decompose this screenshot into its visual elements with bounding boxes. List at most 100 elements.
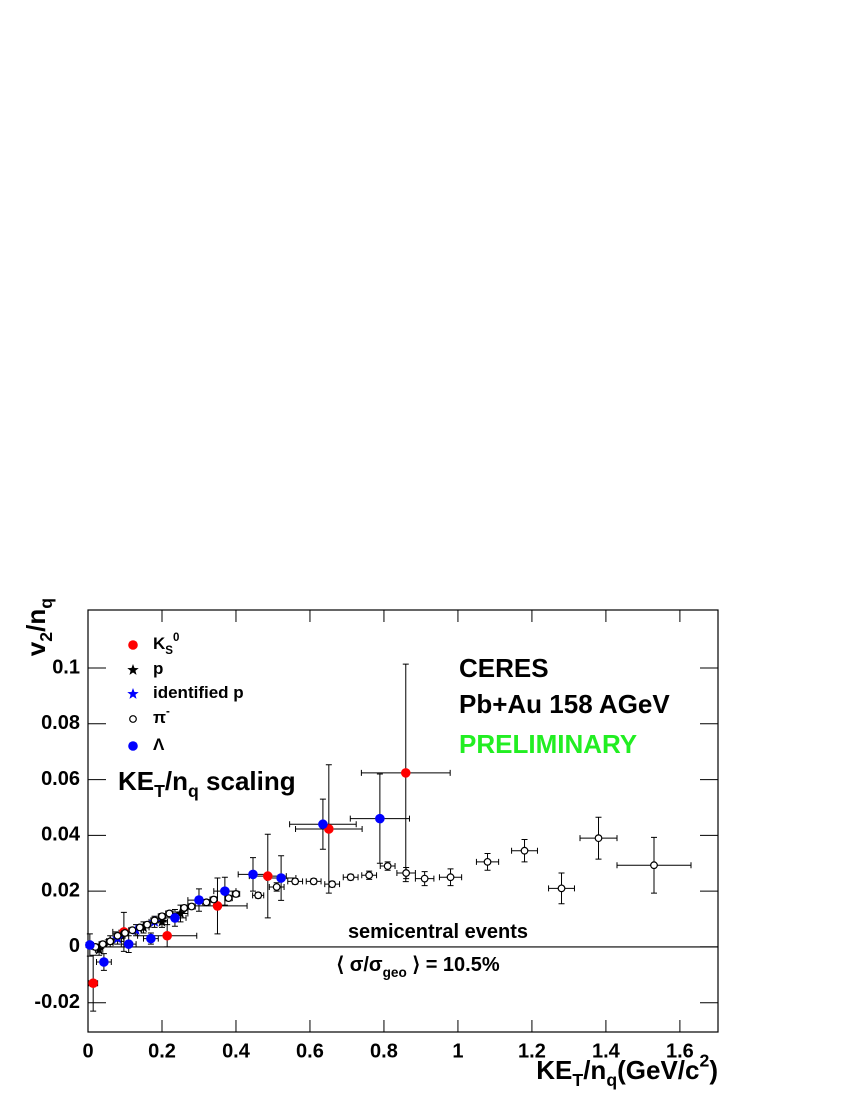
- marker-open: [365, 871, 374, 880]
- annotation-part: scaling: [199, 766, 296, 796]
- marker-circle: [248, 869, 258, 880]
- annotation: Pb+Au 158 AGeV: [459, 689, 670, 719]
- marker-open: [650, 861, 658, 870]
- annotation: PRELIMINARY: [459, 729, 637, 759]
- marker-star: [156, 915, 168, 927]
- x-axis-title-part: q: [606, 1070, 617, 1090]
- annotation-part: T: [154, 781, 165, 801]
- marker-open: [202, 898, 211, 907]
- legend-label: identified p: [153, 683, 244, 702]
- annotation-part: PRELIMINARY: [459, 729, 637, 759]
- legend-label-part: Λ: [153, 735, 165, 754]
- marker-open: [594, 834, 603, 843]
- x-tick-label: 0: [82, 1040, 93, 1062]
- annotation-part: semicentral events: [348, 921, 528, 943]
- y-tick-label: 0.08: [41, 712, 80, 734]
- marker-open: [483, 857, 492, 866]
- marker-star: [174, 907, 187, 919]
- legend-label-part: K: [153, 634, 166, 653]
- x-tick-label: 0.2: [148, 1040, 176, 1062]
- x-axis-title-part: 2: [699, 1050, 709, 1070]
- y-axis-title-part: q: [36, 598, 56, 609]
- marker-open: [272, 883, 281, 891]
- marker-circle: [88, 978, 98, 988]
- annotation-part: q: [188, 781, 199, 801]
- marker-open: [113, 931, 122, 940]
- y-tick-label: 0.06: [41, 768, 80, 790]
- legend-marker: [127, 664, 139, 675]
- x-axis-title-part: T: [572, 1070, 583, 1090]
- x-axis-title-part: KE: [536, 1055, 572, 1085]
- legend-label-part: identified p: [153, 683, 244, 702]
- annotation-part: /n: [165, 766, 188, 796]
- y-tick-label: 0.02: [41, 879, 80, 901]
- marker-circle: [375, 813, 385, 824]
- marker-open: [165, 909, 174, 918]
- annotation: semicentral events: [348, 921, 528, 943]
- x-tick-label: 0.6: [296, 1040, 324, 1062]
- marker-open: [158, 912, 166, 921]
- legend-label-part: 0: [173, 632, 179, 644]
- marker-circle: [146, 933, 156, 944]
- marker-circle: [123, 939, 134, 949]
- marker-open: [446, 873, 455, 882]
- marker-circle: [99, 957, 109, 967]
- annotation: CERES: [459, 653, 549, 683]
- marker-open: [106, 937, 115, 946]
- legend-label: p: [153, 659, 163, 678]
- marker-circle: [400, 768, 411, 778]
- annotation-part: ⟨ σ/σ: [336, 954, 383, 976]
- x-tick-label: 1.2: [518, 1040, 546, 1062]
- marker-circle: [220, 886, 230, 896]
- y-axis-title-part: v: [21, 641, 51, 656]
- x-tick-label: 1.6: [666, 1040, 694, 1062]
- marker-open: [557, 884, 566, 893]
- legend-marker: [128, 741, 138, 751]
- annotation-part: geo: [383, 965, 407, 980]
- marker-open: [520, 846, 529, 855]
- marker-star: [93, 943, 105, 955]
- y-axis-title: v2/nq: [21, 598, 56, 656]
- legend-label: KS0: [153, 632, 179, 657]
- x-axis-title-part: ): [709, 1055, 718, 1085]
- marker-open: [180, 903, 189, 912]
- x-axis-title-part: /n: [583, 1055, 606, 1085]
- y-tick-label: 0.04: [41, 824, 81, 846]
- marker-open: [254, 891, 263, 900]
- marker-open: [346, 873, 355, 882]
- marker-open: [121, 929, 129, 937]
- marker-circle: [170, 913, 180, 923]
- marker-circle: [194, 895, 204, 905]
- marker-open: [291, 877, 300, 886]
- marker-open: [420, 874, 429, 883]
- legend-label-part: p: [153, 659, 163, 678]
- legend-label-part: π: [153, 708, 166, 727]
- annotation-part: KE: [118, 766, 154, 796]
- marker-open: [309, 877, 318, 886]
- marker-open: [383, 862, 392, 870]
- annotation-part: ⟩ = 10.5%: [407, 954, 500, 976]
- marker-circle: [85, 940, 95, 950]
- plot-frame: [87, 609, 719, 1033]
- x-tick-label: 0.4: [222, 1040, 251, 1062]
- x-tick-label: 0.8: [370, 1040, 398, 1062]
- annotation-part: Pb+Au 158 AGeV: [459, 689, 670, 719]
- x-axis-title: KET/nq(GeV/c2): [536, 1050, 718, 1090]
- x-tick-label: 1.4: [592, 1040, 621, 1062]
- marker-open: [328, 880, 337, 889]
- legend-label-part: S: [165, 645, 173, 657]
- legend-label: π-: [153, 706, 170, 727]
- annotation: ⟨ σ/σgeo ⟩ = 10.5%: [336, 954, 500, 979]
- marker-open: [187, 902, 196, 911]
- y-tick-label: 0.1: [52, 656, 80, 678]
- marker-open: [224, 894, 233, 903]
- marker-open: [98, 940, 107, 949]
- y-tick-label: 0: [69, 935, 80, 957]
- marker-open: [232, 890, 240, 898]
- legend-marker: [128, 640, 138, 650]
- marker-open: [402, 869, 411, 877]
- x-axis-title-part: (GeV/c: [617, 1055, 699, 1085]
- x-tick-label: 1: [452, 1040, 463, 1062]
